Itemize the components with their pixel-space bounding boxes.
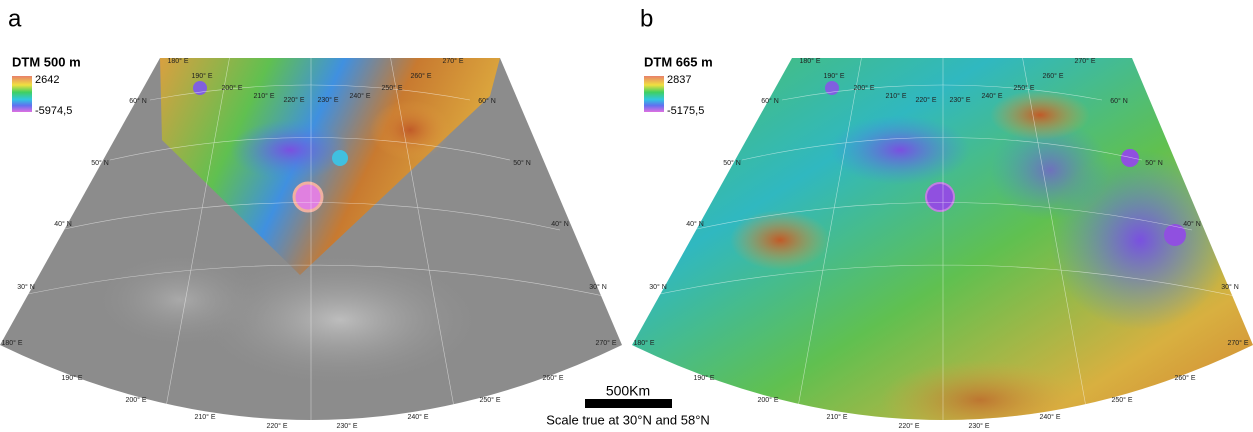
- longitude-label: 200° E: [853, 84, 874, 92]
- longitude-label: 220° E: [915, 96, 936, 104]
- latitude-label: 50° N: [723, 159, 741, 167]
- longitude-label: 200° E: [221, 84, 242, 92]
- scale-max: 2642: [35, 74, 59, 86]
- longitude-label: 250° E: [1111, 396, 1132, 404]
- scale-length: 500Km: [606, 383, 650, 399]
- longitude-label: 240° E: [407, 413, 428, 421]
- latitude-label: 50° N: [91, 159, 109, 167]
- longitude-label: 220° E: [283, 96, 304, 104]
- scale-max: 2837: [667, 74, 691, 86]
- longitude-label: 230° E: [336, 422, 357, 430]
- longitude-label: 240° E: [981, 92, 1002, 100]
- longitude-label: 210° E: [885, 92, 906, 100]
- latitude-label: 30° N: [589, 283, 607, 291]
- map-a: [0, 58, 622, 420]
- longitude-label: 250° E: [479, 396, 500, 404]
- latitude-label: 30° N: [1221, 283, 1239, 291]
- longitude-label: 230° E: [317, 96, 338, 104]
- longitude-label: 190° E: [61, 374, 82, 382]
- longitude-label: 180° E: [633, 339, 654, 347]
- longitude-label: 180° E: [1, 339, 22, 347]
- longitude-label: 270° E: [1074, 57, 1095, 65]
- latitude-label: 40° N: [551, 220, 569, 228]
- longitude-label: 240° E: [1039, 413, 1060, 421]
- scale-min: -5974,5: [35, 105, 72, 117]
- longitude-label: 210° E: [826, 413, 847, 421]
- latitude-label: 40° N: [1183, 220, 1201, 228]
- color-bar: [12, 76, 32, 112]
- latitude-label: 60° N: [129, 97, 147, 105]
- longitude-label: 260° E: [1174, 374, 1195, 382]
- latitude-label: 50° N: [1145, 159, 1163, 167]
- longitude-label: 270° E: [442, 57, 463, 65]
- scale-note: Scale true at 30°N and 58°N: [546, 412, 710, 427]
- latitude-label: 60° N: [478, 97, 496, 105]
- longitude-label: 220° E: [898, 422, 919, 430]
- color-bar: [644, 76, 664, 112]
- longitude-label: 260° E: [1042, 72, 1063, 80]
- longitude-label: 230° E: [949, 96, 970, 104]
- scale-bar: [585, 399, 672, 408]
- dtm-title: DTM 500 m: [12, 54, 81, 69]
- longitude-label: 250° E: [381, 84, 402, 92]
- latitude-label: 60° N: [1110, 97, 1128, 105]
- longitude-label: 220° E: [266, 422, 287, 430]
- scale-min: -5175,5: [667, 105, 704, 117]
- longitude-label: 200° E: [125, 396, 146, 404]
- longitude-label: 260° E: [542, 374, 563, 382]
- dtm-title: DTM 665 m: [644, 54, 713, 69]
- latitude-label: 50° N: [513, 159, 531, 167]
- longitude-label: 260° E: [410, 72, 431, 80]
- longitude-label: 230° E: [968, 422, 989, 430]
- panel-label: a: [8, 5, 22, 32]
- longitude-label: 180° E: [799, 57, 820, 65]
- panel-label: b: [640, 5, 653, 32]
- latitude-label: 40° N: [54, 220, 72, 228]
- longitude-label: 270° E: [1227, 339, 1248, 347]
- longitude-label: 190° E: [823, 72, 844, 80]
- longitude-label: 210° E: [253, 92, 274, 100]
- latitude-label: 60° N: [761, 97, 779, 105]
- map-b: [632, 58, 1253, 420]
- longitude-label: 270° E: [595, 339, 616, 347]
- longitude-label: 180° E: [167, 57, 188, 65]
- longitude-label: 210° E: [194, 413, 215, 421]
- longitude-label: 190° E: [693, 374, 714, 382]
- latitude-label: 30° N: [649, 283, 667, 291]
- latitude-label: 30° N: [17, 283, 35, 291]
- latitude-label: 40° N: [686, 220, 704, 228]
- longitude-label: 200° E: [757, 396, 778, 404]
- longitude-label: 240° E: [349, 92, 370, 100]
- longitude-label: 250° E: [1013, 84, 1034, 92]
- longitude-label: 190° E: [191, 72, 212, 80]
